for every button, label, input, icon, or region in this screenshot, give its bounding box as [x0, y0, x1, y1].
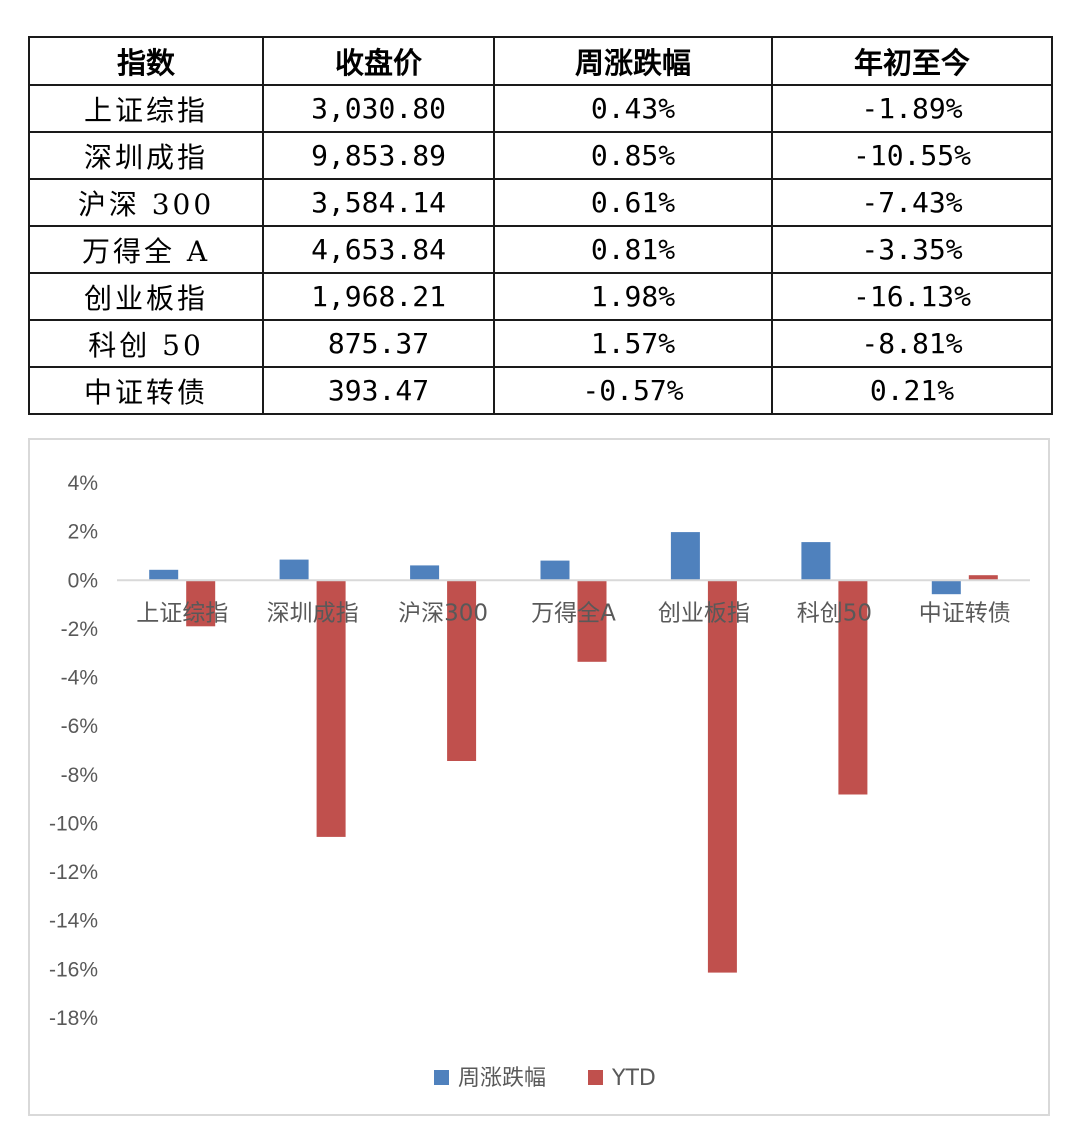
table-row: 万得全 A 4,653.84 0.81% -3.35%	[28, 225, 1053, 274]
table-row: 沪深 300 3,584.14 0.61% -7.43%	[28, 178, 1053, 227]
y-tick-label: -2%	[61, 618, 98, 641]
y-tick-label: -8%	[61, 764, 98, 787]
bar-weekly	[801, 542, 831, 581]
close-price: 1,968.21	[262, 272, 495, 321]
y-tick-label: 2%	[68, 521, 98, 544]
bar-ytd	[447, 580, 477, 761]
index-name: 上证综指	[28, 84, 264, 133]
index-name: 万得全 A	[28, 225, 264, 274]
category-label: 万得全A	[531, 600, 616, 626]
index-name: 沪深 300	[28, 178, 264, 227]
table-row: 科创 50 875.37 1.57% -8.81%	[28, 319, 1053, 368]
category-label: 科创50	[797, 600, 872, 626]
header-weekly: 周涨跌幅	[493, 36, 773, 86]
ytd-change: -3.35%	[771, 225, 1053, 274]
category-label: 沪深300	[398, 600, 488, 626]
legend-label: 周涨跌幅	[458, 1066, 546, 1091]
legend-swatch	[434, 1070, 449, 1085]
bar-ytd	[186, 580, 216, 627]
weekly-change: 1.98%	[493, 272, 773, 321]
table-row: 中证转债 393.47 -0.57% 0.21%	[28, 366, 1053, 415]
bar-ytd	[707, 580, 737, 973]
bar-ytd	[316, 580, 346, 837]
y-tick-label: -16%	[49, 958, 98, 981]
category-label: 深圳成指	[267, 600, 359, 626]
legend-label: YTD	[611, 1066, 656, 1091]
bar-weekly	[931, 580, 961, 595]
table-row: 上证综指 3,030.80 0.43% -1.89%	[28, 84, 1053, 133]
ytd-change: 0.21%	[771, 366, 1053, 415]
bar-chart: 4% 2% 0% -2% -4% -6% -8% -10% -12% -14% -16% -18% 上证…	[49, 472, 1030, 1091]
category-label: 上证综指	[136, 600, 228, 626]
bar-weekly	[670, 532, 700, 581]
bar-chart-frame: 4% 2% 0% -2% -4% -6% -8% -10% -12% -14% -16% -18% 上证…	[28, 438, 1050, 1116]
y-tick-label: 4%	[68, 472, 98, 495]
weekly-change: 0.61%	[493, 178, 773, 227]
close-price: 3,030.80	[262, 84, 495, 133]
weekly-change: 0.85%	[493, 131, 773, 180]
bar-ytd	[838, 580, 868, 795]
bar-weekly	[540, 560, 570, 581]
close-price: 3,584.14	[262, 178, 495, 227]
weekly-change: 0.43%	[493, 84, 773, 133]
index-performance-table: 指数 收盘价 周涨跌幅 年初至今 上证综指 3,030.80 0.43% -1.…	[28, 36, 1053, 415]
y-tick-label: 0%	[68, 569, 98, 592]
weekly-change: 0.81%	[493, 225, 773, 274]
close-price: 9,853.89	[262, 131, 495, 180]
bar-weekly	[149, 569, 179, 581]
header-close: 收盘价	[262, 36, 495, 86]
header-ytd: 年初至今	[771, 36, 1053, 86]
close-price: 393.47	[262, 366, 495, 415]
close-price: 4,653.84	[262, 225, 495, 274]
weekly-change: 1.57%	[493, 319, 773, 368]
category-label: 创业板指	[658, 600, 750, 626]
index-name: 创业板指	[28, 272, 264, 321]
y-tick-label: -4%	[61, 667, 98, 690]
y-tick-label: -10%	[49, 812, 98, 835]
y-tick-label: -6%	[61, 715, 98, 738]
header-index: 指数	[28, 36, 264, 86]
y-tick-label: -18%	[49, 1007, 98, 1030]
ytd-change: -10.55%	[771, 131, 1053, 180]
ytd-change: -16.13%	[771, 272, 1053, 321]
bar-weekly	[279, 559, 309, 581]
ytd-change: -7.43%	[771, 178, 1053, 227]
bar-weekly	[410, 565, 440, 581]
table-header-row: 指数 收盘价 周涨跌幅 年初至今	[28, 36, 1053, 86]
bar-ytd	[968, 575, 998, 581]
y-tick-label: -14%	[49, 910, 98, 933]
index-name: 深圳成指	[28, 131, 264, 180]
category-label: 中证转债	[919, 600, 1011, 626]
bar-ytd	[577, 580, 607, 662]
table-row: 创业板指 1,968.21 1.98% -16.13%	[28, 272, 1053, 321]
weekly-change: -0.57%	[493, 366, 773, 415]
close-price: 875.37	[262, 319, 495, 368]
index-name: 中证转债	[28, 366, 264, 415]
ytd-change: -1.89%	[771, 84, 1053, 133]
index-name: 科创 50	[28, 319, 264, 368]
y-tick-label: -12%	[49, 861, 98, 884]
table-row: 深圳成指 9,853.89 0.85% -10.55%	[28, 131, 1053, 180]
ytd-change: -8.81%	[771, 319, 1053, 368]
legend-swatch	[588, 1070, 603, 1085]
